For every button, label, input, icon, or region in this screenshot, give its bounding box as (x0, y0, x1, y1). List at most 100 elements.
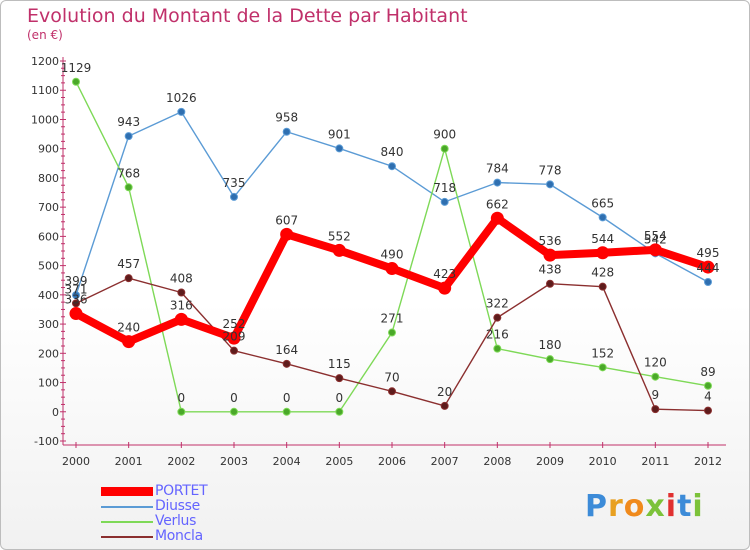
data-point-verlus (177, 407, 186, 416)
data-point-verlus (546, 355, 554, 364)
legend-item-moncla: Moncla (101, 528, 301, 545)
legend-swatch-verlus (101, 521, 153, 523)
logo-letter: o (623, 489, 646, 524)
data-label-portet: 662 (486, 197, 509, 211)
y-tick-label: 300 (38, 318, 59, 331)
data-label-portet: 554 (644, 229, 667, 243)
data-point-moncla (230, 346, 238, 355)
data-label-portet: 552 (328, 229, 351, 243)
x-tick-label: 2002 (167, 455, 195, 468)
data-point-diusse (440, 197, 449, 206)
logo-letter: r (608, 489, 624, 524)
y-tick-label: 0 (52, 406, 59, 419)
data-label-verlus: 0 (336, 391, 344, 405)
data-point-verlus (598, 363, 607, 372)
data-label-verlus: 768 (117, 166, 140, 180)
data-label-verlus: 216 (486, 328, 509, 342)
data-label-moncla: 20 (437, 385, 452, 399)
y-tick-label: 1200 (31, 55, 59, 68)
data-label-portet: 240 (117, 321, 140, 335)
data-label-diusse: 784 (486, 162, 509, 176)
data-label-portet: 490 (381, 248, 404, 262)
data-label-moncla: 408 (170, 272, 193, 286)
logo-letter: t (677, 489, 693, 524)
x-tick-label: 2007 (431, 455, 459, 468)
data-label-moncla: 115 (328, 357, 351, 371)
data-label-verlus: 120 (644, 356, 667, 370)
data-label-moncla: 428 (591, 266, 614, 280)
y-tick-label: 200 (38, 347, 59, 360)
data-label-verlus: 152 (591, 346, 614, 360)
data-label-verlus: 1129 (61, 61, 92, 75)
chart-legend: PORTET Diusse Verlus Moncla (101, 483, 301, 545)
data-label-moncla: 438 (539, 263, 562, 277)
data-point-portet (596, 246, 610, 260)
data-label-diusse: 665 (591, 196, 614, 210)
y-tick-label: -100 (34, 435, 59, 448)
x-tick-label: 2012 (694, 455, 722, 468)
data-label-diusse: 735 (223, 176, 246, 190)
data-label-diusse: 542 (644, 232, 667, 246)
y-tick-label: 1000 (31, 113, 59, 126)
data-point-verlus (493, 344, 502, 353)
legend-label-portet: PORTET (155, 483, 208, 499)
data-label-verlus: 0 (283, 391, 291, 405)
data-point-portet (280, 227, 294, 241)
legend-item-verlus: Verlus (101, 513, 301, 530)
data-label-diusse: 958 (275, 111, 298, 125)
data-point-verlus (124, 183, 133, 192)
data-point-diusse (388, 162, 396, 171)
data-label-portet: 336 (65, 293, 88, 307)
legend-label-moncla: Moncla (155, 528, 203, 544)
data-point-diusse (230, 192, 238, 201)
logo-letter: x (645, 489, 666, 524)
data-point-portet (701, 260, 715, 274)
data-label-moncla: 457 (117, 257, 140, 271)
data-label-moncla: 9 (652, 388, 660, 402)
data-point-moncla (440, 401, 449, 410)
data-point-moncla (598, 282, 607, 291)
data-point-moncla (177, 288, 186, 297)
data-label-diusse: 943 (117, 115, 140, 129)
data-point-verlus (440, 144, 449, 153)
data-point-moncla (704, 406, 712, 415)
chart-series (69, 77, 715, 416)
logo-letter: i (692, 489, 704, 524)
data-label-verlus: 0 (230, 391, 238, 405)
data-point-verlus (230, 407, 238, 416)
data-label-verlus: 900 (433, 128, 456, 142)
data-point-verlus (651, 372, 660, 381)
x-tick-label: 2004 (273, 455, 301, 468)
y-tick-label: 600 (38, 230, 59, 243)
logo-letter: i (665, 489, 678, 524)
data-label-moncla: 371 (65, 282, 88, 296)
data-point-verlus (335, 407, 344, 416)
proxiti-logo: Proxiti (585, 489, 704, 524)
data-point-portet (648, 243, 662, 257)
x-tick-label: 2005 (325, 455, 353, 468)
data-point-diusse (282, 127, 291, 136)
data-point-portet (385, 262, 399, 276)
chart-subtitle: (en €) (27, 28, 63, 42)
x-tick-label: 2001 (115, 455, 143, 468)
data-label-diusse: 444 (697, 261, 720, 275)
data-label-portet: 316 (170, 298, 193, 312)
data-label-portet: 536 (539, 234, 562, 248)
x-tick-label: 2008 (483, 455, 511, 468)
legend-label-verlus: Verlus (155, 513, 197, 529)
data-point-diusse (493, 178, 502, 187)
data-label-diusse: 778 (539, 163, 562, 177)
data-point-moncla (388, 387, 396, 396)
x-tick-label: 2011 (641, 455, 669, 468)
chart-title: Evolution du Montant de la Dette par Hab… (27, 5, 468, 27)
y-tick-label: 400 (38, 289, 59, 302)
x-tick-label: 2003 (220, 455, 248, 468)
data-label-portet: 607 (275, 213, 298, 227)
data-point-portet (122, 335, 136, 349)
data-label-moncla: 4 (704, 390, 712, 404)
data-label-portet: 423 (433, 267, 456, 281)
data-label-diusse: 901 (328, 127, 351, 141)
